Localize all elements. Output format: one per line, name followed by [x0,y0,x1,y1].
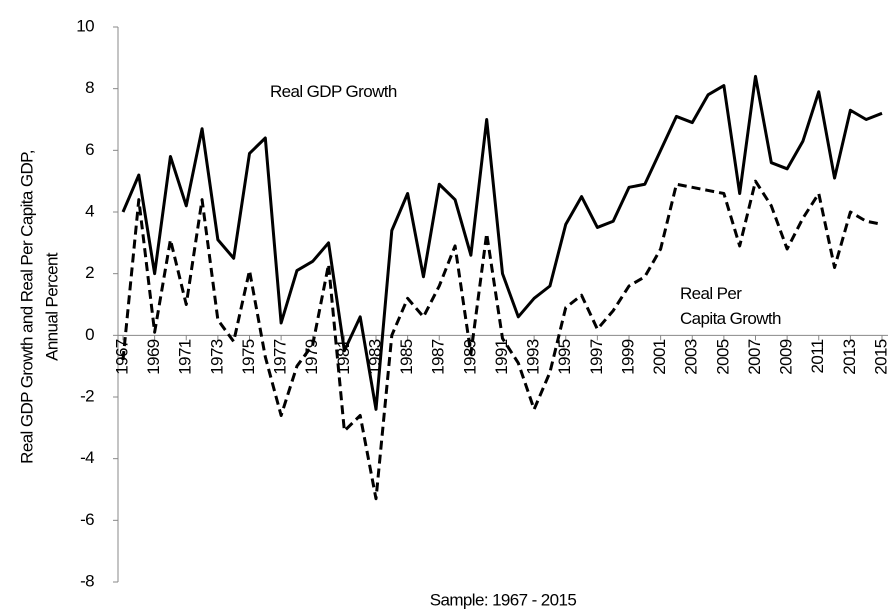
y-tick-label: -4 [80,448,94,467]
series-line [121,179,883,501]
x-tick-label: 1995 [555,339,574,375]
y-tick-label: 6 [85,140,94,159]
x-tick-label: 2005 [713,339,732,375]
x-tick-label: 1985 [397,339,416,375]
x-tick-label: 1977 [271,339,290,375]
y-tick-label: -2 [80,386,94,405]
y-tick-label: -6 [80,510,94,529]
x-tick-label: 2003 [682,339,701,375]
x-tick-label: 2015 [871,339,890,375]
x-tick-label: 1989 [460,339,479,375]
x-tick-label: 1971 [176,339,195,375]
y-tick-label: 10 [76,16,94,35]
y-axis-title: Annual Percent [42,252,61,361]
y-tick-label: 2 [85,263,94,282]
y-tick-label: 8 [85,78,94,97]
x-tick-label: 1997 [587,339,606,375]
x-tick-label: 1999 [618,339,637,375]
y-tick-label: 0 [85,325,94,344]
x-tick-label: 2011 [808,339,827,373]
x-tick-label: 1975 [239,339,258,375]
x-tick-label: 1993 [524,339,543,375]
x-tick-label: 2013 [840,339,859,375]
series-line [121,74,883,411]
x-tick-label: 1979 [302,339,321,375]
x-tick-label: 2007 [745,339,764,375]
series-annotation: Real GDP Growth [270,82,397,101]
x-tick-label: 1991 [492,339,511,375]
x-axis-title: Sample: 1967 - 2015 [430,590,577,609]
x-tick-label: 1987 [429,339,448,375]
y-tick-label: -8 [80,571,94,590]
x-tick-label: 1969 [144,339,163,375]
x-tick-label: 2009 [777,339,796,375]
y-tick-label: 4 [85,201,94,220]
y-axis-title: Real GDP Growth and Real Per Capita GDP, [17,150,36,464]
series-annotation: Real Per Capita Growth [680,284,781,328]
x-tick-label: 2001 [650,339,669,375]
x-tick-label: 1973 [207,339,226,375]
